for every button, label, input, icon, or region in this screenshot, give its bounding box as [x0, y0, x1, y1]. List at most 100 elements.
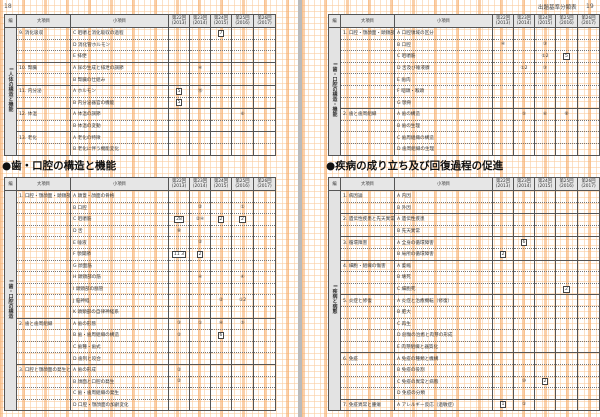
question-mark-cell — [210, 201, 232, 214]
question-mark-cell: 2 — [189, 247, 211, 261]
major-item — [340, 73, 395, 86]
question-mark-cell — [168, 201, 190, 214]
major-item — [340, 38, 395, 51]
minor-item: C 咀嚼筋 — [70, 213, 169, 226]
question-mark-cell — [168, 190, 190, 203]
question-number: ② — [218, 298, 224, 304]
question-mark-cell — [210, 340, 232, 353]
major-item — [16, 352, 71, 365]
question-mark-cell — [555, 329, 578, 342]
minor-item: E 唾液 — [70, 236, 169, 249]
minor-item: A 口腔領域の区分 — [394, 27, 493, 40]
minor-item: B 免疫の役割 — [394, 363, 493, 376]
major-item: 2. 遺伝性疾患と先天異常 — [340, 213, 395, 226]
question-mark-cell — [492, 108, 514, 121]
question-mark-cell — [189, 96, 211, 109]
minor-item: C 免疫の異常と病態 — [394, 375, 493, 388]
question-mark-cell — [189, 375, 211, 388]
question-mark-cell — [577, 27, 600, 40]
question-mark-cell: ④ — [492, 38, 514, 51]
question-mark-cell — [555, 247, 578, 261]
question-mark-cell: ⑩ — [513, 375, 535, 388]
question-mark-cell — [534, 340, 556, 353]
question-mark-cell — [555, 61, 578, 74]
question-mark-cell — [555, 363, 578, 376]
question-mark-cell: ③ — [168, 317, 190, 330]
table-row: C 歯・歯周組織の発生 — [5, 387, 276, 400]
header-row: 編大項目 小項目 第22回 (2013) 第23回 (2014) 第24回 (2015) 第25… — [328, 177, 600, 191]
question-mark-cell: ① — [513, 398, 535, 411]
question-mark-cell — [168, 398, 190, 411]
question-number: ⑮ — [197, 89, 203, 95]
major-item — [16, 38, 71, 51]
question-mark-cell — [513, 259, 535, 272]
table-row: 3. 口腔と顎顔面の発生と加齢A 歯の形成 ② — [5, 363, 276, 376]
question-mark-cell — [513, 271, 535, 284]
question-mark-cell — [231, 352, 254, 365]
question-mark-cell — [577, 294, 600, 307]
question-mark-cell — [492, 352, 514, 365]
hen-text: I 人体の構造と機能 — [7, 68, 14, 113]
question-mark-cell — [210, 96, 232, 109]
classification-table: 編大項目 小項目 第22回 (2013) 第23回 (2014) 第24回 (2015) 第25… — [328, 177, 600, 412]
major-item: 1. 口腔・顎顔面・頭頸部 — [340, 27, 395, 40]
major-item — [16, 375, 71, 388]
question-mark-cell — [555, 294, 578, 307]
question-number: ① — [521, 402, 527, 408]
question-mark-cell: ⑤ — [513, 108, 535, 121]
major-item — [16, 305, 71, 319]
question-mark-cell — [555, 201, 578, 214]
minor-item: D 舌 — [70, 224, 169, 237]
question-mark-cell — [168, 38, 190, 51]
table-row: B 免疫の役割 — [329, 363, 600, 376]
question-number: ④ — [197, 274, 203, 280]
minor-item: D 口腔・顎顔面の加齢変化 — [70, 398, 169, 411]
major-item: 1. 病因論 — [340, 190, 395, 203]
hen-label: I 疾病と病態 — [328, 189, 341, 412]
question-mark-cell — [231, 387, 254, 400]
question-mark-cell — [231, 119, 254, 132]
minor-item: C 細胞死 — [394, 282, 493, 295]
column-header: 第25回 (2016) — [555, 177, 578, 191]
question-mark-cell — [189, 50, 211, 63]
question-mark-cell — [253, 84, 276, 98]
column-header: 第22回 (2013) — [168, 14, 190, 28]
question-mark-cell — [231, 224, 254, 237]
question-number: ⑤ — [240, 321, 245, 327]
minor-item: B 壊死 — [394, 271, 493, 284]
question-mark-cell: ④ — [231, 271, 254, 284]
question-mark-cell: ③ — [534, 61, 556, 74]
question-mark-cell: ② — [189, 236, 211, 249]
question-number: ①2 — [541, 53, 549, 59]
major-item — [340, 305, 395, 319]
major-item — [340, 247, 395, 261]
question-mark-cell — [231, 305, 254, 319]
question-mark-cell — [513, 363, 535, 376]
major-item — [16, 73, 71, 86]
table-row: 12. 体温 A 体温の調節 ⑥ — [5, 108, 276, 121]
question-mark-cell — [555, 340, 578, 353]
column-header: 大項目 — [340, 177, 395, 191]
question-mark-cell — [210, 282, 232, 295]
question-number: ④ — [240, 274, 245, 280]
question-mark-cell — [231, 131, 254, 144]
question-mark-cell — [513, 142, 535, 156]
question-mark-cell — [231, 38, 254, 51]
question-mark-cell — [577, 363, 600, 376]
major-item: 6. 免疫 — [340, 352, 395, 365]
question-mark-cell — [168, 259, 190, 272]
major-item: 7. 免疫異常と腫瘍 — [340, 398, 395, 411]
question-number: ③ — [542, 42, 548, 48]
major-item — [16, 259, 71, 272]
major-item: 12. 体温 — [16, 108, 71, 121]
column-header: 編 — [328, 14, 341, 28]
question-mark-cell — [253, 375, 276, 388]
column-header: 第26回 (2017) — [253, 14, 276, 28]
table-row: K 頭頸部の自律神経系 — [5, 305, 276, 319]
question-mark-cell — [534, 224, 556, 237]
question-mark-cell — [189, 224, 211, 237]
major-item: 11. 内分泌 — [16, 84, 71, 98]
column-header: 第26回 (2017) — [577, 177, 600, 191]
minor-item: B 口腔 — [394, 38, 493, 51]
question-mark-cell: ② — [168, 329, 190, 342]
